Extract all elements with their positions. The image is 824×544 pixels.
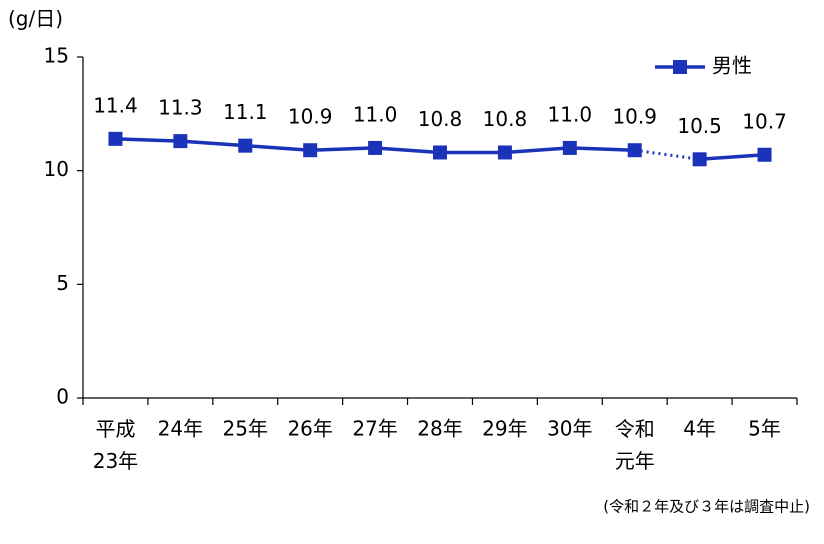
x-tick-label: 4年	[683, 417, 716, 441]
marker	[692, 152, 707, 167]
legend-marker	[673, 60, 687, 74]
value-label: 10.9	[288, 105, 333, 129]
x-tick-label: 25年	[223, 417, 268, 441]
value-label: 10.8	[483, 107, 528, 131]
y-tick-label: 15	[44, 44, 69, 68]
marker	[303, 143, 318, 158]
marker	[108, 131, 123, 146]
value-label: 11.0	[548, 102, 593, 126]
value-label: 10.5	[677, 114, 722, 138]
x-tick-label: 29年	[482, 417, 527, 441]
y-tick-label: 10	[44, 157, 69, 181]
value-label: 11.4	[93, 93, 138, 117]
legend-label: 男性	[712, 54, 752, 78]
value-label: 10.8	[418, 107, 463, 131]
annotation: (令和２年及び３年は調査中止)	[603, 498, 810, 516]
marker	[497, 145, 512, 160]
x-tick-label: 27年	[352, 417, 397, 441]
marker	[627, 143, 642, 158]
x-tick-label: 26年	[287, 417, 332, 441]
x-tick-label: 令和元年	[615, 417, 655, 473]
marker	[562, 140, 577, 155]
value-label: 11.0	[353, 102, 398, 126]
value-label: 11.1	[223, 100, 268, 124]
y-tick-label: 5	[56, 271, 69, 295]
y-tick-label: 0	[56, 385, 69, 409]
value-label: 11.3	[158, 96, 203, 120]
marker	[238, 138, 253, 153]
y-axis-label: (g/日)	[8, 7, 63, 31]
marker	[368, 140, 383, 155]
line-dotted	[634, 148, 700, 161]
x-tick-label: 24年	[158, 417, 203, 441]
x-tick-label: 5年	[748, 417, 781, 441]
value-label: 10.7	[742, 109, 787, 133]
value-label: 10.9	[612, 105, 657, 129]
x-tick-label: 平成 23年	[93, 417, 138, 473]
marker	[433, 145, 447, 160]
x-tick-label: 30年	[547, 417, 592, 441]
line	[699, 153, 765, 162]
marker	[757, 147, 772, 162]
marker	[173, 134, 188, 149]
x-tick-label: 28年	[417, 417, 462, 441]
